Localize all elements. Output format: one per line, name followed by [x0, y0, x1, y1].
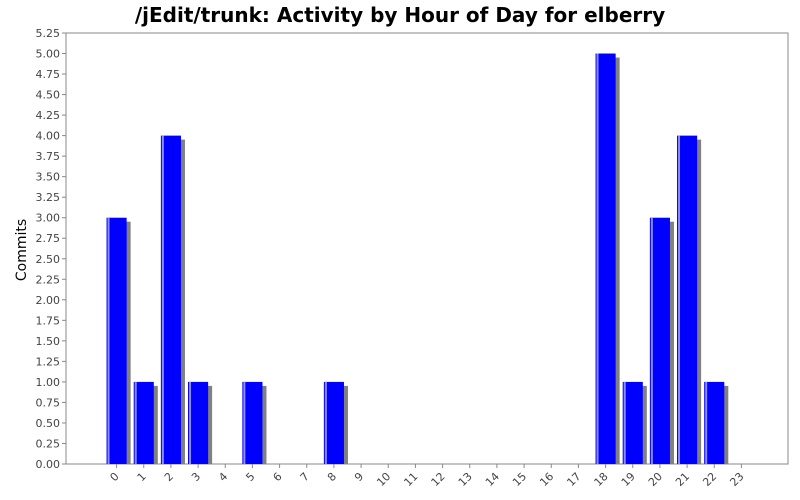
x-tick-label: 8 — [325, 470, 339, 484]
x-tick-label: 3 — [189, 470, 203, 484]
y-tick-label: 0.25 — [36, 437, 61, 450]
bar-highlight — [243, 381, 246, 464]
bar-hour-19 — [622, 381, 643, 464]
bar-highlight — [324, 381, 327, 464]
bar-hour-18 — [595, 53, 616, 465]
y-tick-label: 2.00 — [36, 294, 61, 307]
x-tick-label: 7 — [298, 470, 312, 484]
x-tick-label: 23 — [727, 470, 746, 489]
x-tick-label: 12 — [429, 470, 448, 489]
bar-highlight — [596, 53, 599, 465]
bars — [106, 53, 729, 465]
x-tick-label: 20 — [646, 470, 665, 489]
y-tick-label: 0.75 — [36, 396, 61, 409]
bar-hour-21 — [677, 135, 698, 464]
y-tick-label: 4.25 — [36, 109, 61, 122]
x-axis: 0 1 2 3 4 5 6 7 8 9 10 11 12 13 14 15 16 17 18 19 20 21 22 23 — [108, 464, 747, 489]
y-tick-label: 2.75 — [36, 232, 61, 245]
x-tick-label: 11 — [401, 470, 420, 489]
bar-highlight — [161, 135, 164, 464]
bar-hour-1 — [133, 381, 154, 464]
bar-hour-22 — [704, 381, 725, 464]
y-tick-label: 1.25 — [36, 355, 61, 368]
y-tick-label: 4.00 — [36, 130, 61, 143]
bar-highlight — [189, 381, 192, 464]
y-tick-label: 5.25 — [36, 27, 61, 40]
y-axis: 0.00 0.25 0.50 0.75 1.00 1.25 1.50 1.75 2.00 2.25… — [36, 27, 66, 471]
x-tick-label: 9 — [352, 470, 366, 484]
x-tick-label: 17 — [564, 470, 583, 489]
bar-highlight — [623, 381, 626, 464]
x-tick-label: 21 — [673, 470, 692, 489]
bar-highlight — [650, 217, 653, 464]
y-tick-label: 3.75 — [36, 150, 61, 163]
bar-hour-20 — [649, 217, 670, 464]
x-tick-label: 14 — [483, 470, 502, 489]
x-tick-label: 13 — [456, 470, 475, 489]
y-tick-label: 2.50 — [36, 253, 61, 266]
bar-hour-8 — [323, 381, 344, 464]
y-tick-label: 1.75 — [36, 314, 61, 327]
y-tick-label: 0.50 — [36, 417, 61, 430]
x-tick-label: 19 — [619, 470, 638, 489]
bar-hour-5 — [242, 381, 263, 464]
y-tick-label: 4.50 — [36, 89, 61, 102]
x-tick-label: 1 — [135, 470, 149, 484]
bar-highlight — [705, 381, 708, 464]
y-axis-label: Commits — [14, 219, 30, 281]
x-tick-label: 0 — [108, 470, 122, 484]
y-tick-label: 3.00 — [36, 212, 61, 225]
y-tick-label: 3.25 — [36, 191, 61, 204]
bar-highlight — [107, 217, 110, 464]
y-tick-label: 4.75 — [36, 68, 61, 81]
x-tick-label: 15 — [510, 470, 529, 489]
x-tick-label: 4 — [216, 470, 230, 484]
chart-title: /jEdit/trunk: Activity by Hour of Day fo… — [135, 3, 665, 27]
y-tick-label: 2.25 — [36, 273, 61, 286]
y-tick-label: 0.00 — [36, 458, 61, 471]
x-tick-label: 22 — [700, 470, 719, 489]
bar-hour-3 — [188, 381, 209, 464]
x-tick-label: 16 — [537, 470, 556, 489]
x-tick-label: 5 — [243, 470, 257, 484]
bar-highlight — [134, 381, 137, 464]
x-tick-label: 10 — [374, 470, 393, 489]
y-tick-label: 3.50 — [36, 171, 61, 184]
bar-hour-2 — [160, 135, 181, 464]
y-tick-label: 1.50 — [36, 335, 61, 348]
y-tick-label: 5.00 — [36, 48, 61, 61]
x-tick-label: 2 — [162, 470, 176, 484]
bar-highlight — [678, 135, 681, 464]
x-tick-label: 18 — [592, 470, 611, 489]
y-tick-label: 1.00 — [36, 376, 61, 389]
x-tick-label: 6 — [271, 470, 285, 484]
bar-hour-0 — [106, 217, 127, 464]
